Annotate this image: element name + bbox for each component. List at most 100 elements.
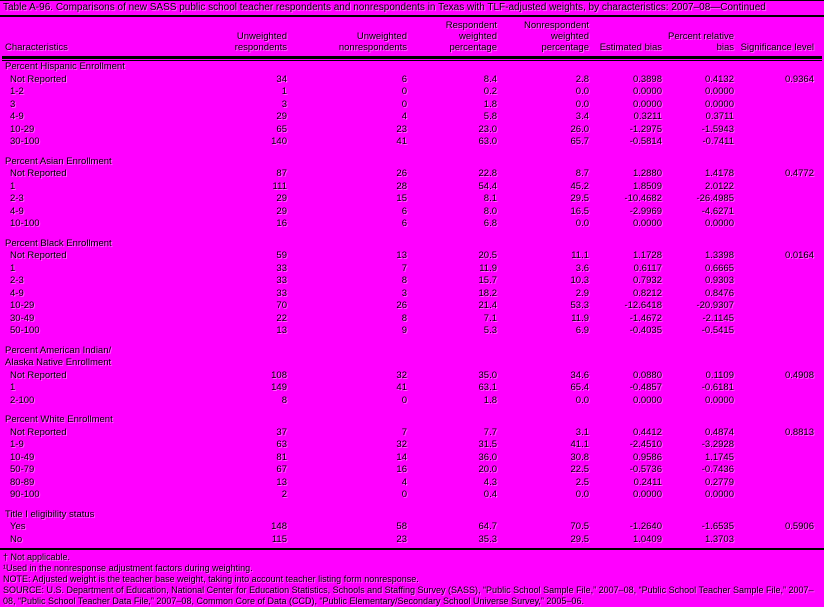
cell: 0.0 — [575, 489, 589, 500]
cell: 1.3703 — [704, 533, 734, 545]
footnotes: † Not applicable. ¹Used in the nonrespon… — [0, 548, 824, 607]
cell: 33 — [276, 275, 287, 286]
table-row: 50-100 13 9 5.3 6.9 -0.4035 -0.5415 — [2, 325, 822, 338]
row-label: 1 — [10, 382, 16, 393]
cell: 0.0000 — [704, 86, 734, 97]
cell: 0.0000 — [632, 86, 662, 97]
row-label: 30-49 — [10, 312, 35, 324]
table-row: 2-100 8 0 1.8 0.0 0.0000 0.0000 — [2, 395, 822, 408]
table-row: 10-49 81 14 36.0 30.8 0.9586 1.1745 — [2, 452, 822, 465]
cell: 10.3 — [570, 275, 590, 286]
cell: -1.2975 — [629, 123, 662, 135]
cell: 22.5 — [570, 464, 590, 475]
cell: 115 — [271, 533, 287, 545]
cell: 1.4178 — [704, 168, 734, 179]
cell: 0.0000 — [632, 218, 662, 229]
cell — [739, 300, 822, 313]
cell: 0.0 — [575, 86, 589, 97]
cell: 1.0409 — [632, 533, 662, 545]
cell: 11.9 — [571, 312, 589, 324]
cell: 6 — [401, 218, 407, 229]
table-row: 2-3 33 8 15.7 10.3 0.7932 0.9303 — [2, 275, 822, 288]
cell: 2.0122 — [704, 180, 734, 192]
section-heading-row: Title I eligibility status — [2, 502, 822, 522]
cell — [739, 313, 822, 326]
cell: 2 — [281, 489, 287, 500]
cell: -10.4682 — [624, 193, 662, 204]
cell: -0.4857 — [629, 382, 662, 393]
cell: 0.4412 — [632, 426, 662, 438]
table-row: 4-9 29 6 8.0 16.5 -2.9969 -4.6271 — [2, 206, 822, 219]
cell: 81 — [276, 451, 287, 463]
cell: 0.4 — [483, 489, 497, 500]
cell: 70 — [276, 300, 287, 311]
table-row: 4-9 33 3 18.2 2.9 0.8212 0.8476 — [2, 288, 822, 301]
cell: 29 — [276, 205, 287, 217]
column-header-significance-level: Significance level — [740, 42, 814, 53]
cell: 1.2880 — [632, 168, 662, 179]
row-label: 2-3 — [10, 275, 24, 286]
table-row: 1 111 28 54.4 45.2 1.8509 2.0122 — [2, 181, 822, 194]
section-heading: Percent Black Enrollment — [2, 231, 822, 251]
cell: -1.5943 — [701, 123, 734, 135]
cell: 8 — [401, 275, 407, 286]
cell: 2.9 — [575, 287, 589, 299]
cell: 0.0880 — [632, 369, 662, 381]
table-row: 10-29 70 26 21.4 53.3 -12.6418 -20.9307 — [2, 300, 822, 313]
table-row: Not Reported 108 32 35.0 34.6 0.0880 0.1109 0.4… — [2, 370, 822, 383]
cell: 11.1 — [571, 250, 589, 261]
cell: 34 — [276, 73, 287, 85]
column-header-nonrespondent-weighted-percentage: Nonrespondent weighted percentage — [524, 20, 589, 53]
cell: 63 — [276, 439, 287, 450]
section-heading-line: Percent Asian Enrollment — [5, 155, 112, 167]
row-label: 10-49 — [10, 451, 35, 463]
cell — [739, 218, 822, 231]
cell — [739, 99, 822, 112]
table-row: 4-9 29 4 5.8 3.4 0.3211 0.3711 — [2, 111, 822, 124]
cell: 22.8 — [478, 168, 498, 179]
footnote-not-applicable: † Not applicable. — [3, 552, 71, 562]
cell: 1.8 — [483, 98, 497, 110]
cell: 58 — [396, 521, 407, 532]
cell: 0.5906 — [784, 521, 814, 532]
cell: 67 — [276, 464, 287, 475]
cell: 0.0000 — [632, 98, 662, 110]
cell: 3.1 — [575, 426, 589, 438]
cell: -26.4985 — [696, 193, 734, 204]
cell: 29.5 — [570, 193, 590, 204]
cell: 33 — [276, 262, 287, 274]
section-heading-line: Title I eligibility status — [5, 508, 95, 520]
cell: 34.6 — [570, 369, 590, 381]
cell: 59 — [276, 250, 287, 261]
cell — [739, 275, 822, 288]
cell: 0.3711 — [705, 111, 734, 122]
row-label: Not Reported — [10, 168, 67, 179]
row-label: 4-9 — [10, 111, 24, 122]
cell: 7.7 — [483, 426, 497, 438]
cell: -0.5814 — [629, 136, 662, 147]
cell — [739, 193, 822, 206]
cell — [739, 325, 822, 338]
section-heading-row: Percent Asian Enrollment — [2, 149, 822, 169]
section-heading: Percent Hispanic Enrollment — [2, 61, 822, 74]
cell: 5.8 — [483, 111, 497, 122]
cell — [739, 395, 822, 408]
row-label: 1-9 — [10, 439, 24, 450]
row-label: 10-100 — [10, 218, 40, 229]
table-row: 2-3 29 15 8.1 29.5 -10.4682 -26.4985 — [2, 193, 822, 206]
cell: 28 — [396, 180, 407, 192]
cell — [739, 136, 822, 149]
column-header-percent-relative-bias: Percent relative bias — [667, 31, 734, 53]
cell: 4 — [401, 111, 407, 122]
cell: 1.1745 — [704, 451, 734, 463]
cell: 0 — [401, 98, 407, 110]
cell — [739, 439, 822, 452]
row-label: Not Reported — [10, 426, 67, 438]
cell: 8.4 — [483, 73, 497, 85]
section-heading-line: Percent White Enrollment — [5, 414, 113, 425]
cell: 0.0 — [575, 394, 589, 406]
cell: 4.3 — [483, 476, 497, 488]
row-label: 1 — [10, 262, 16, 274]
cell: 29 — [276, 111, 287, 122]
cell: 0.7932 — [632, 275, 662, 286]
